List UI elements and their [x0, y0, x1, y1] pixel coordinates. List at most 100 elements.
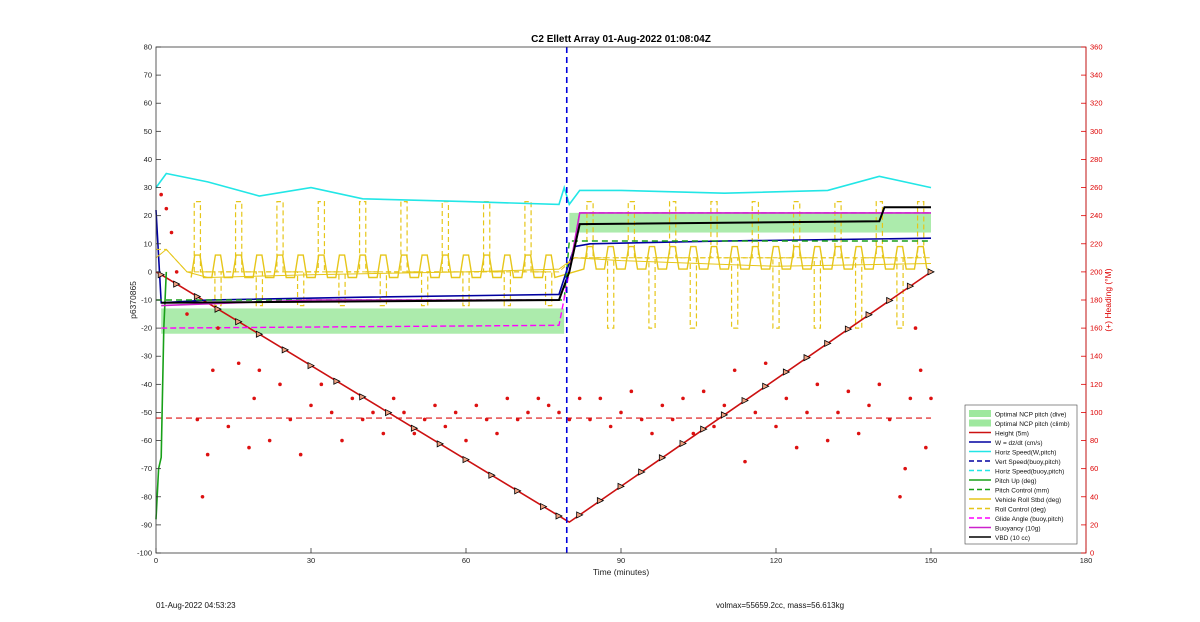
- heading-point: [252, 396, 256, 401]
- heading-point: [515, 417, 520, 422]
- height-marker: [410, 424, 419, 432]
- y-tick-label-right: 340: [1090, 71, 1103, 80]
- height-marker: [638, 468, 646, 476]
- y-tick-label-right: 60: [1090, 464, 1098, 473]
- legend-label: VBD (10 cc): [995, 535, 1030, 542]
- height-marker: [741, 396, 749, 405]
- heading-point: [298, 452, 303, 457]
- y-tick-label-right: 40: [1090, 492, 1098, 501]
- legend-label: Roll Control (deg): [995, 507, 1046, 514]
- y-tick-label-right: 360: [1090, 43, 1103, 52]
- series-horiz-speed-w-pitch: [155, 172, 932, 207]
- heading-point: [856, 431, 861, 436]
- heading-point: [464, 438, 468, 443]
- x-axis-label: Time (minutes): [593, 567, 650, 577]
- y-tick-label-right: 200: [1090, 267, 1103, 276]
- legend-label: Optimal NCP pitch (climb): [995, 421, 1070, 428]
- heading-point: [732, 368, 737, 373]
- heading-point: [763, 361, 768, 366]
- heading-point: [309, 403, 313, 408]
- y-tick-label-left: -20: [141, 324, 152, 333]
- x-tick-label: 180: [1080, 556, 1093, 565]
- y-tick-label-left: 20: [144, 211, 152, 220]
- legend-label: Horiz Speed(W,pitch): [995, 450, 1056, 457]
- heading-point: [371, 410, 375, 415]
- height-marker: [886, 296, 894, 305]
- heading-point: [898, 494, 902, 499]
- heading-point: [185, 312, 189, 316]
- y-tick-label-left: 40: [144, 155, 152, 164]
- height-marker: [658, 454, 667, 462]
- heading-point: [216, 326, 220, 330]
- y-tick-label-left: -30: [141, 352, 152, 361]
- height-marker: [576, 511, 584, 519]
- height-marker: [700, 425, 708, 433]
- heading-point: [257, 368, 262, 373]
- heading-point: [913, 326, 918, 330]
- heading-point: [546, 403, 551, 408]
- heading-point: [505, 396, 510, 401]
- height-marker: [762, 382, 770, 390]
- y-tick-label-right: 300: [1090, 127, 1103, 136]
- heading-point: [608, 424, 613, 429]
- heading-point: [247, 445, 251, 450]
- heading-point: [598, 396, 603, 401]
- heading-point: [195, 417, 200, 422]
- heading-point: [629, 389, 634, 394]
- y-tick-label-right: 240: [1090, 211, 1103, 220]
- height-marker: [927, 268, 935, 276]
- heading-point: [660, 403, 665, 408]
- footer-mass-info: volmax=55659.2cc, mass=56.613kg: [716, 601, 845, 610]
- x-tick-label: 0: [154, 556, 158, 565]
- heading-point: [340, 438, 344, 443]
- vehicle-roll-line: [190, 245, 928, 279]
- heading-point: [681, 396, 685, 401]
- height-marker: [540, 502, 548, 511]
- height-marker: [782, 368, 791, 376]
- y-tick-label-right: 280: [1090, 155, 1103, 164]
- y-tick-label-right: 80: [1090, 436, 1098, 445]
- height-marker: [865, 311, 873, 319]
- heading-point: [526, 410, 530, 415]
- legend-label: Vert Speed(buoy,pitch): [995, 459, 1061, 466]
- heading-point: [815, 382, 820, 387]
- y-tick-label-left: -70: [141, 464, 152, 473]
- legend-label: W = dz/dt (cm/s): [995, 440, 1043, 447]
- height-marker: [281, 346, 290, 354]
- height-marker: [333, 377, 341, 385]
- heading-point: [205, 452, 210, 457]
- heading-point: [453, 410, 458, 415]
- heading-point: [712, 424, 716, 429]
- y-tick-label-left: 70: [144, 71, 152, 80]
- heading-point: [887, 417, 892, 422]
- series-roll-control-deg: [156, 248, 931, 273]
- heading-point: [784, 396, 789, 401]
- x-tick-label: 60: [462, 556, 470, 565]
- y-tick-label-left: 50: [144, 127, 152, 136]
- heading-point: [226, 424, 231, 429]
- series-vbd-10-cc: [161, 206, 931, 304]
- height-marker: [193, 292, 202, 301]
- heading-point: [743, 459, 747, 464]
- series-vehicle-roll-stbd-deg: [155, 248, 932, 279]
- x-tick-label: 30: [307, 556, 315, 565]
- y-tick-label-left: 10: [144, 239, 152, 248]
- height-marker: [824, 339, 832, 348]
- heading-point: [691, 431, 696, 436]
- legend-label: Pitch Up (deg): [995, 478, 1037, 485]
- y-tick-label-left: -100: [137, 549, 152, 558]
- heading-point: [211, 368, 215, 373]
- y-tick-label-right: 20: [1090, 520, 1098, 529]
- legend-label: Height (5m): [995, 431, 1029, 438]
- footer-timestamp: 01-Aug-2022 04:53:23: [156, 601, 236, 610]
- heading-point: [929, 396, 933, 401]
- x-tick-label: 150: [925, 556, 938, 565]
- height-marker: [385, 408, 393, 417]
- heading-point: [536, 396, 541, 401]
- series-pitch-up-deg: [155, 271, 168, 520]
- height-marker: [235, 318, 243, 326]
- heading-point: [825, 438, 830, 443]
- y-tick-label-right: 0: [1090, 549, 1094, 558]
- heading-point: [753, 410, 758, 415]
